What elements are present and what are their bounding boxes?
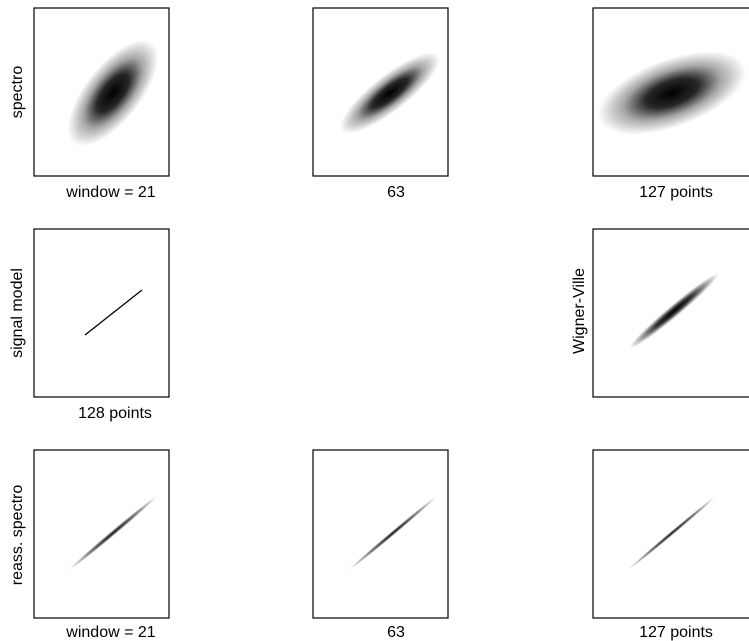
spectro-panel-127: 127 points [592,7,749,201]
panel-caption: 63 [387,624,405,641]
row2-left-ylabel: signal model [9,268,26,358]
energy-blob [339,52,441,134]
energy-ridge [68,495,158,571]
row2-right-ylabel: Wigner-Ville [571,268,588,354]
row3-ylabel: reass. spectro [9,485,26,586]
panel-frame [312,7,449,177]
reass-panel-63: 63 [312,449,449,641]
signal-model-panel: 128 points [33,228,170,422]
panel-frame [592,7,749,177]
panel-frame [33,7,170,177]
panel-frame [312,449,449,619]
row1-ylabel: spectro [9,66,26,119]
energy-ridge [627,495,717,571]
energy-blob [597,51,747,135]
energy-blob [67,39,159,147]
reass-panel-127: 127 points [592,449,749,641]
spectro-panel-21: window = 21 [33,7,170,201]
panel-frame [33,449,170,619]
panel-frame [592,228,749,398]
spectro-panel-63: 63 [312,7,449,201]
energy-ridge [348,495,438,571]
panel-caption: 127 points [639,624,713,641]
panel-caption: 127 points [639,184,713,201]
panel-caption: 128 points [78,405,152,422]
energy-ridge [629,273,719,349]
panel-caption: window = 21 [65,184,155,201]
panel-caption: window = 21 [65,624,155,641]
signal-line [84,289,143,336]
panel-frame [592,449,749,619]
wigner-ville-panel [592,228,749,398]
panel-frame [33,228,170,398]
panel-caption: 63 [387,184,405,201]
reass-panel-21: window = 21 [33,449,170,641]
